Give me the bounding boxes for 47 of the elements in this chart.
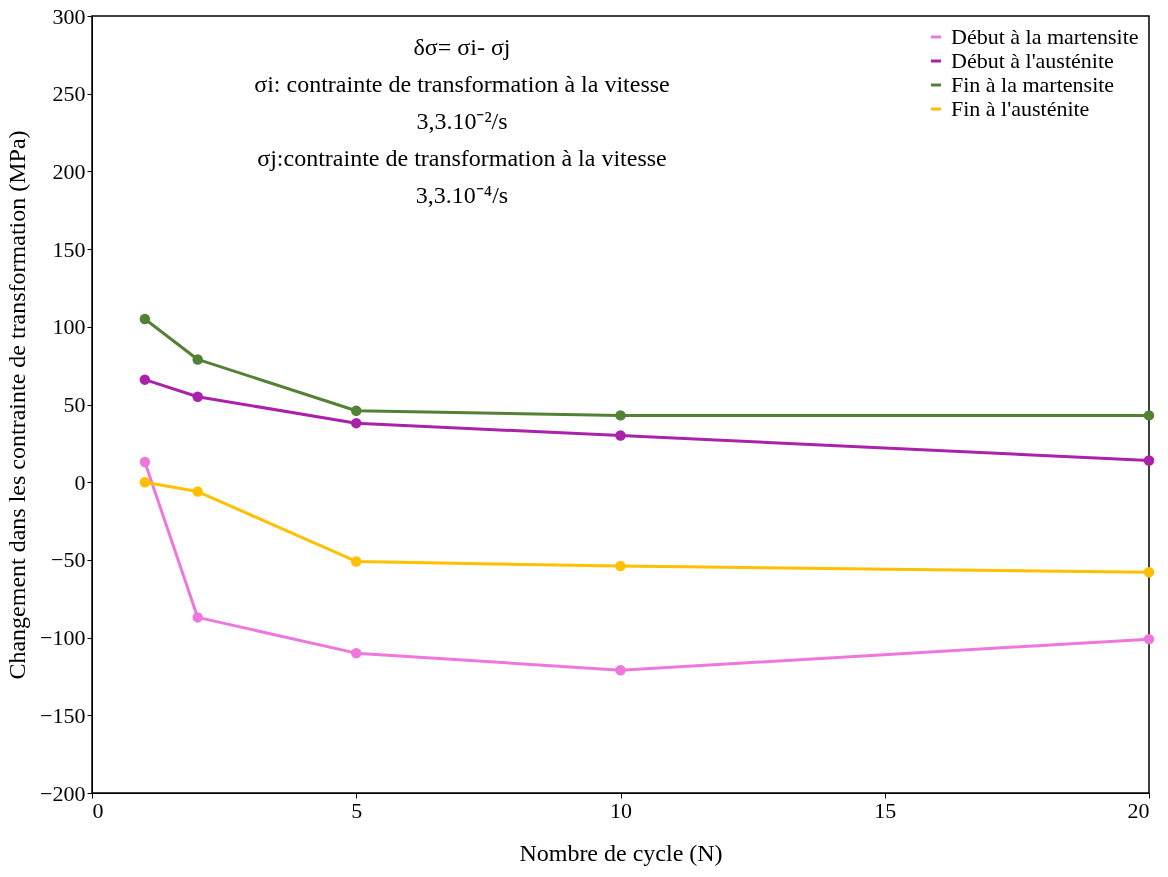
point [139, 374, 151, 385]
y-tick-label: −200 [40, 780, 86, 806]
point [615, 560, 626, 572]
x-tick-label: 5 [351, 797, 363, 823]
point [192, 354, 203, 365]
x-tick-label: 15 [874, 797, 897, 823]
point [615, 430, 626, 441]
y-tick-label: 150 [52, 236, 86, 262]
point [615, 410, 626, 421]
point [1143, 455, 1155, 466]
point [351, 405, 362, 416]
y-axis-title: Changement dans les contrainte de transformation (MPa) [4, 130, 31, 680]
legend-label: Début à la martensite [951, 24, 1139, 49]
annotation: 3,3.10⁻²/s [416, 108, 508, 134]
point [139, 313, 151, 325]
point [139, 456, 151, 468]
x-tick-label: 20 [1127, 797, 1150, 823]
legend-label: Fin à l'austénite [951, 96, 1090, 121]
y-tick-label: 0 [74, 469, 86, 495]
y-tick-label: 100 [52, 314, 86, 340]
annotation: 3,3.10⁻⁴/s [415, 182, 509, 208]
annotation: δσ= σi- σj [413, 34, 511, 60]
y-tick-label: 200 [52, 158, 86, 184]
point [351, 647, 362, 659]
point [615, 665, 626, 676]
x-tick-label: 0 [92, 797, 104, 823]
annotation: σj:contrainte de transformation à la vitesse [257, 145, 667, 171]
y-tick-label: −50 [51, 547, 86, 573]
y-tick-label: 300 [52, 3, 86, 29]
legend-label: Début à l'austénite [951, 48, 1114, 73]
y-tick-label: 50 [63, 392, 86, 417]
y-tick-label: 250 [52, 81, 86, 107]
point [192, 486, 203, 497]
point [1143, 633, 1155, 645]
point [192, 391, 203, 402]
x-axis-title: Nombre de cycle (N) [519, 839, 723, 866]
y-tick-label: −150 [40, 702, 86, 728]
x-tick-label: 10 [610, 797, 632, 823]
point [1143, 567, 1155, 578]
point [139, 476, 151, 488]
point [351, 417, 362, 429]
point [351, 556, 362, 567]
y-tick-label: −100 [40, 625, 86, 651]
point [1143, 410, 1155, 421]
annotation: σi: contrainte de transformation à la vitesse [254, 71, 670, 97]
legend-label: Fin à la martensite [951, 72, 1115, 97]
point [192, 612, 203, 623]
